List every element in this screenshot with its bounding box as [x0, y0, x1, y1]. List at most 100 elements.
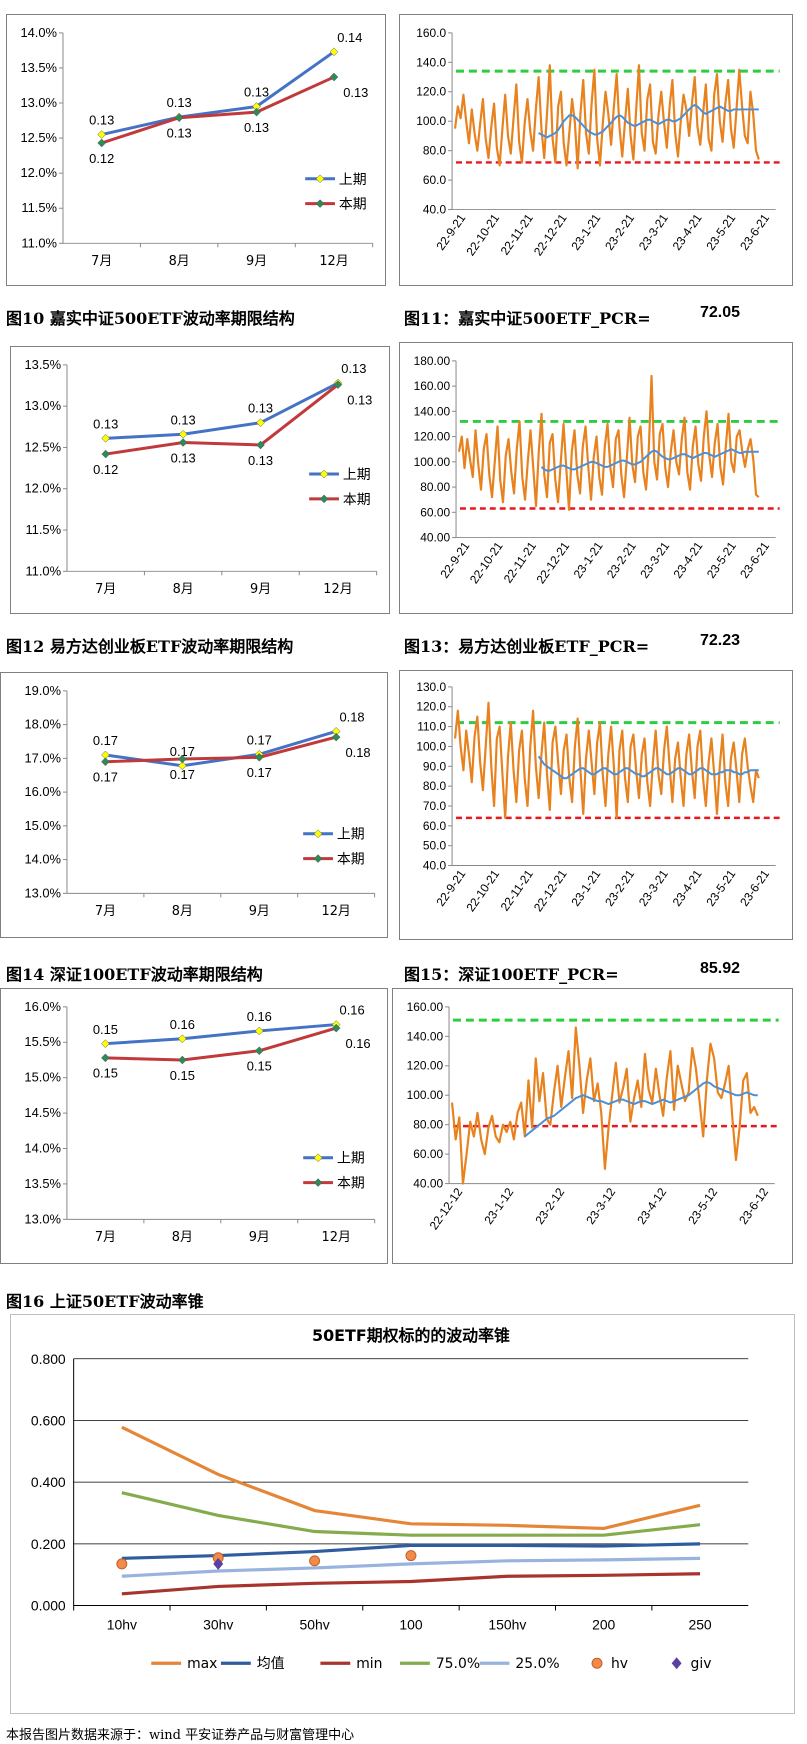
data-marker [101, 449, 111, 459]
x-tick-label: 22-9-21 [437, 539, 472, 581]
legend-label: 75.0% [436, 1656, 480, 1672]
moving-average-line [524, 1080, 758, 1138]
y-tick-label: 120.00 [414, 430, 451, 444]
y-tick-label: 14.5% [24, 1105, 61, 1120]
x-tick-label: 12月 [319, 254, 348, 269]
y-tick-label: 90.0 [423, 759, 447, 773]
data-label: 0.13 [171, 450, 196, 465]
legend-label: 上期 [339, 172, 367, 188]
y-tick-label: 12.5% [20, 130, 57, 145]
y-tick-label: 50.0 [423, 839, 447, 853]
legend-label: 上期 [337, 827, 365, 843]
data-label: 0.13 [347, 393, 372, 408]
pcr-chart-1: 160.0 140.0 120.0 100.0 80.0 60.0 40.0 22-9-21 2… [399, 14, 793, 286]
data-marker [178, 754, 187, 764]
pcr-chart-2: 180.00 160.00 140.00 120.00 100.00 80.00 60.00… [399, 342, 793, 614]
figure-14-caption: 图14 深证100ETF波动率期限结构 [6, 965, 263, 984]
x-tick-label: 8月 [173, 582, 194, 597]
data-label: 0.17 [247, 765, 272, 780]
series-line-上期 [105, 381, 339, 440]
y-tick-label: 16.0% [24, 784, 61, 799]
x-tick-label: 8月 [172, 1230, 193, 1245]
y-tick-label: 100.00 [407, 1088, 444, 1102]
series-line-本期 [101, 75, 335, 145]
legend-marker [313, 1178, 323, 1187]
data-marker [331, 1023, 341, 1033]
x-tick-label: 50hv [299, 1616, 329, 1632]
x-tick-label: 23-2-21 [602, 211, 637, 253]
x-tick-label: 23-6-12 [736, 1185, 771, 1227]
data-marker [101, 1039, 110, 1049]
y-tick-label: 16.0% [24, 999, 61, 1014]
y-tick-label: 40.0 [423, 859, 447, 873]
legend-label: 25.0% [515, 1656, 559, 1672]
data-label: 0.17 [170, 744, 195, 759]
legend-label: 本期 [337, 852, 365, 868]
pcr-line [453, 701, 760, 819]
y-tick-label: 120.0 [416, 85, 446, 99]
legend-marker [315, 174, 325, 184]
x-tick-label: 23-1-21 [568, 211, 603, 253]
data-marker [178, 438, 188, 447]
data-marker [256, 418, 265, 427]
y-tick-label: 60.00 [420, 505, 450, 519]
figure-13-caption: 图13：易方达创业板ETF_PCR= [404, 637, 650, 656]
x-tick-label: 23-6-21 [737, 211, 772, 253]
y-tick-label: 13.5% [24, 357, 61, 372]
y-tick-label: 160.00 [407, 1000, 444, 1014]
data-label: 0.15 [93, 1022, 118, 1037]
data-label: 0.13 [248, 401, 273, 416]
x-tick-label: 9月 [249, 904, 270, 919]
x-tick-label: 23-4-21 [671, 539, 706, 581]
y-tick-label: 80.00 [413, 1118, 443, 1132]
x-tick-label: 22-12-21 [531, 211, 570, 258]
series-line-上期 [101, 50, 335, 137]
x-tick-label: 150hv [488, 1616, 526, 1632]
x-tick-label: 10hv [107, 1616, 137, 1632]
data-marker [101, 1053, 110, 1063]
data-label: 0.12 [89, 151, 114, 166]
y-tick-label: 13.0% [20, 95, 57, 110]
data-label: 0.16 [340, 1003, 365, 1018]
y-tick-label: 0.800 [31, 1351, 66, 1367]
series-line-本期 [105, 735, 337, 764]
y-tick-label: 13.0% [24, 885, 61, 900]
y-tick-label: 60.0 [423, 173, 447, 187]
figure-13-pcr-value: 72.23 [700, 632, 741, 649]
x-tick-label: 12月 [322, 904, 351, 919]
y-tick-label: 100.00 [414, 455, 451, 469]
data-label: 0.13 [171, 412, 196, 427]
y-tick-label: 11.0% [21, 235, 57, 250]
data-label: 0.12 [93, 462, 118, 477]
legend-marker [313, 829, 323, 839]
x-tick-label: 23-3-12 [583, 1185, 618, 1227]
y-tick-label: 100.0 [416, 114, 446, 128]
data-label: 0.16 [170, 1017, 195, 1032]
legend-label: 本期 [343, 492, 371, 508]
legend-label: hv [611, 1656, 628, 1672]
volatility-cone-chart: 50ETF期权标的的波动率锥 0.800 0.600 0.400 0.200 0.000 1… [10, 1314, 795, 1714]
data-label: 0.17 [247, 732, 272, 747]
y-tick-label: 40.0 [423, 203, 447, 217]
y-tick-label: 120.00 [407, 1059, 444, 1073]
data-marker [329, 72, 339, 82]
x-tick-label: 23-1-21 [568, 867, 603, 909]
y-tick-label: 11.5% [25, 522, 61, 537]
y-tick-label: 12.0% [24, 481, 61, 496]
term-structure-chart-3: 19.0% 18.0% 17.0% 16.0% 15.0% 14.0% 13.0% 7月 8月 9… [0, 672, 388, 938]
moving-average-line [537, 755, 759, 780]
data-marker [329, 47, 339, 57]
y-tick-label: 80.00 [420, 480, 450, 494]
y-tick-label: 19.0% [24, 683, 61, 698]
x-tick-label: 9月 [250, 582, 271, 597]
x-tick-label: 7月 [91, 254, 112, 269]
figure-11-pcr-value: 72.05 [700, 304, 741, 321]
source-footer: 本报告图片数据来源于：wind 平安证券产品与财富管理中心 [6, 1728, 355, 1743]
y-tick-label: 14.0% [24, 1140, 61, 1155]
x-tick-label: 22-9-21 [433, 211, 468, 253]
y-tick-label: 0.400 [31, 1474, 66, 1490]
data-marker [101, 434, 111, 443]
x-tick-label: 23-5-21 [703, 211, 738, 253]
data-label: 0.13 [248, 453, 273, 468]
data-label: 0.15 [93, 1066, 118, 1081]
